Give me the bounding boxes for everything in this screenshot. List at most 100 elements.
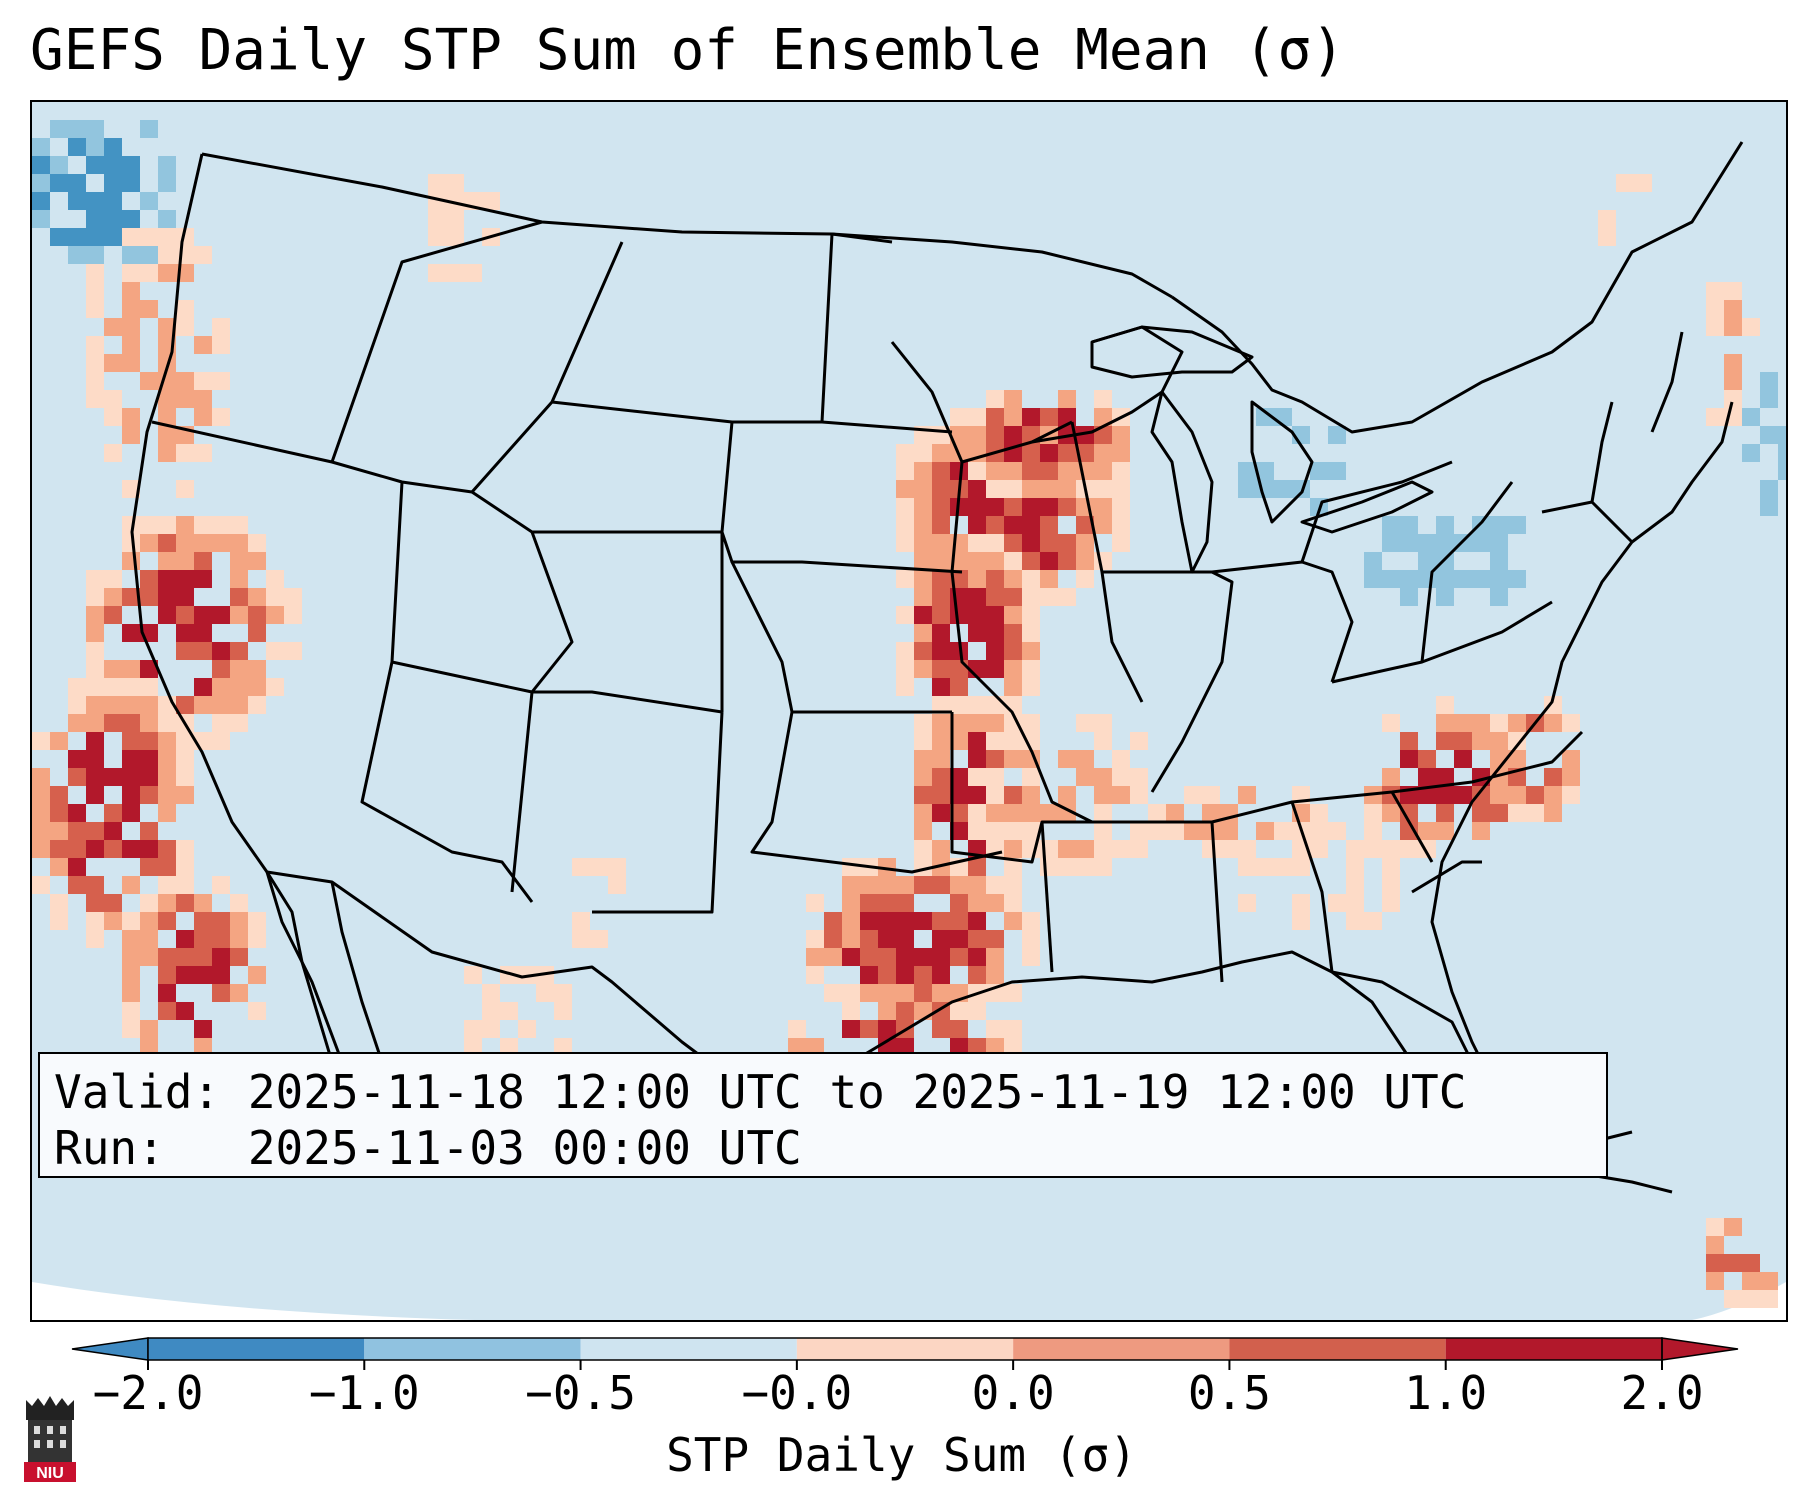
anomaly-cell — [1382, 858, 1400, 876]
colorbar-tick-label: −2.0 — [92, 1366, 204, 1420]
anomaly-cell — [932, 1020, 950, 1038]
anomaly-cell — [1400, 732, 1418, 750]
anomaly-cell — [1004, 912, 1022, 930]
anomaly-cell — [896, 678, 914, 696]
anomaly-cell — [86, 246, 104, 264]
anomaly-cell — [1040, 462, 1058, 480]
anomaly-cell — [554, 984, 572, 1002]
anomaly-cell — [86, 120, 104, 138]
anomaly-cell — [986, 786, 1004, 804]
anomaly-cell — [932, 786, 950, 804]
anomaly-cell — [950, 768, 968, 786]
anomaly-cell — [86, 210, 104, 228]
anomaly-cell — [212, 408, 230, 426]
anomaly-cell — [1004, 642, 1022, 660]
anomaly-cell — [140, 264, 158, 282]
anomaly-cell — [986, 714, 1004, 732]
anomaly-cell — [860, 894, 878, 912]
anomaly-cell — [50, 786, 68, 804]
anomaly-cell — [986, 624, 1004, 642]
anomaly-cell — [176, 318, 194, 336]
anomaly-cell — [140, 228, 158, 246]
anomaly-cell — [1058, 534, 1076, 552]
anomaly-cell — [932, 930, 950, 948]
anomaly-cell — [986, 894, 1004, 912]
anomaly-cell — [1076, 516, 1094, 534]
anomaly-cell — [158, 1002, 176, 1020]
anomaly-cell — [1706, 1254, 1724, 1272]
anomaly-cell — [1472, 570, 1490, 588]
anomaly-cell — [1472, 732, 1490, 750]
anomaly-cell — [122, 336, 140, 354]
anomaly-cell — [86, 768, 104, 786]
anomaly-cell — [1022, 912, 1040, 930]
anomaly-cell — [1004, 714, 1022, 732]
anomaly-cell — [1040, 480, 1058, 498]
anomaly-cell — [248, 966, 266, 984]
anomaly-cell — [158, 246, 176, 264]
anomaly-cell — [1004, 588, 1022, 606]
anomaly-cell — [176, 894, 194, 912]
anomaly-cell — [950, 408, 968, 426]
anomaly-cells — [32, 120, 1786, 1308]
colorbar-tick-label: 0.0 — [971, 1366, 1055, 1420]
anomaly-cell — [968, 894, 986, 912]
anomaly-cell — [950, 426, 968, 444]
anomaly-cell — [158, 786, 176, 804]
anomaly-cell — [1634, 174, 1652, 192]
anomaly-cell — [32, 768, 50, 786]
anomaly-cell — [1382, 516, 1400, 534]
anomaly-cell — [1778, 444, 1786, 462]
anomaly-cell — [212, 678, 230, 696]
anomaly-cell — [86, 300, 104, 318]
anomaly-cell — [572, 912, 590, 930]
anomaly-cell — [104, 138, 122, 156]
anomaly-cell — [86, 570, 104, 588]
anomaly-cell — [986, 534, 1004, 552]
anomaly-cell — [1022, 714, 1040, 732]
anomaly-cell — [1022, 660, 1040, 678]
anomaly-cell — [230, 516, 248, 534]
anomaly-cell — [50, 822, 68, 840]
anomaly-cell — [122, 930, 140, 948]
anomaly-cell — [446, 228, 464, 246]
anomaly-cell — [1454, 750, 1472, 768]
anomaly-cell — [1382, 804, 1400, 822]
anomaly-cell — [122, 804, 140, 822]
anomaly-cell — [1058, 750, 1076, 768]
anomaly-cell — [158, 390, 176, 408]
colorbar-segment — [580, 1338, 797, 1360]
anomaly-cell — [68, 876, 86, 894]
anomaly-cell — [1058, 588, 1076, 606]
anomaly-cell — [806, 948, 824, 966]
anomaly-cell — [140, 894, 158, 912]
anomaly-cell — [122, 876, 140, 894]
anomaly-cell — [230, 570, 248, 588]
anomaly-cell — [932, 570, 950, 588]
anomaly-cell — [1706, 1236, 1724, 1254]
anomaly-cell — [1364, 570, 1382, 588]
anomaly-cell — [86, 840, 104, 858]
anomaly-cell — [896, 660, 914, 678]
anomaly-cell — [968, 750, 986, 768]
anomaly-cell — [1094, 480, 1112, 498]
anomaly-cell — [1058, 444, 1076, 462]
anomaly-cell — [86, 282, 104, 300]
anomaly-cell — [1004, 804, 1022, 822]
anomaly-cell — [986, 642, 1004, 660]
anomaly-cell — [986, 930, 1004, 948]
anomaly-cell — [842, 1020, 860, 1038]
anomaly-cell — [1706, 300, 1724, 318]
anomaly-cell — [1166, 822, 1184, 840]
colorbar-segment — [1445, 1338, 1662, 1360]
anomaly-cell — [1202, 840, 1220, 858]
anomaly-cell — [932, 876, 950, 894]
anomaly-cell — [896, 516, 914, 534]
anomaly-cell — [122, 480, 140, 498]
anomaly-cell — [122, 966, 140, 984]
anomaly-cell — [176, 390, 194, 408]
anomaly-cell — [968, 768, 986, 786]
anomaly-cell — [878, 876, 896, 894]
anomaly-cell — [1130, 732, 1148, 750]
anomaly-cell — [950, 696, 968, 714]
